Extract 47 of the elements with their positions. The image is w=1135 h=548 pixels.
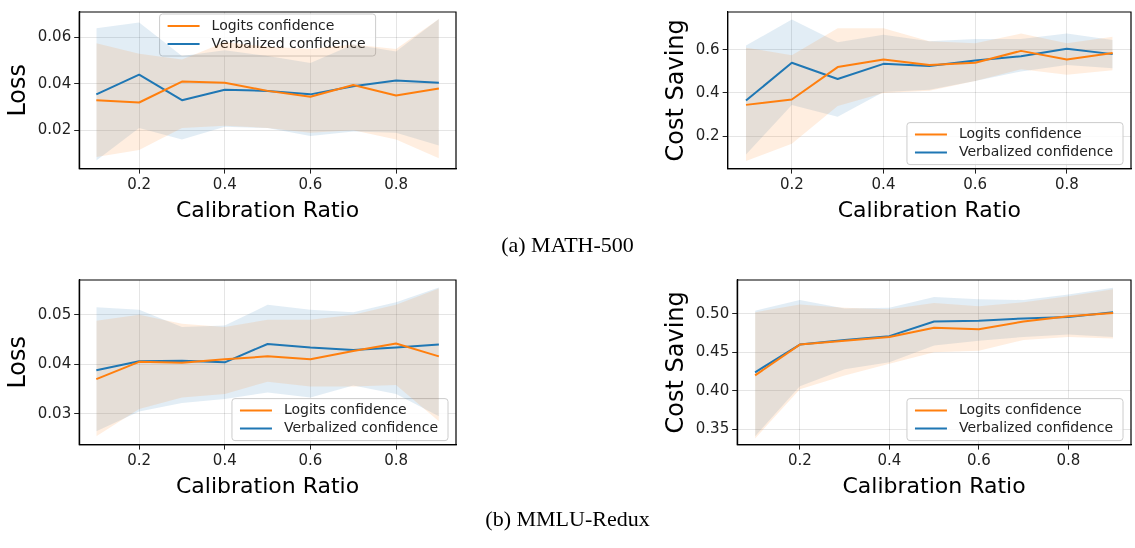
y-tick-label: 0.05	[37, 304, 72, 323]
y-axis-title: Cost Saving	[660, 19, 689, 162]
x-axis-title: Calibration Ratio	[837, 196, 1021, 222]
x-tick-label: 0.6	[963, 175, 988, 194]
y-tick-label: 0.2	[695, 126, 720, 145]
x-tick-label: 0.8	[384, 451, 408, 470]
text: (b) MMLU-Redux	[484, 506, 651, 532]
x-tick-label: 0.2	[787, 451, 812, 470]
x-tick-label: 0.4	[212, 175, 237, 194]
x-tick-label: 0.4	[212, 451, 237, 470]
y-tick-label: 0.45	[695, 342, 730, 361]
x-axis-title: Calibration Ratio	[176, 472, 360, 498]
y-tick-label: 0.40	[695, 380, 730, 399]
legend-label: Logits confidence	[211, 16, 335, 33]
legend-label: Verbalized confidence	[283, 419, 439, 436]
x-tick-label: 0.2	[127, 175, 152, 194]
x-axis-title: Calibration Ratio	[842, 472, 1026, 498]
x-tick-label: 0.2	[127, 451, 152, 470]
y-tick-label: 0.6	[695, 39, 720, 58]
y-tick-label: 0.4	[695, 82, 720, 101]
legend-label: Verbalized confidence	[958, 419, 1114, 436]
y-tick-label: 0.04	[37, 73, 72, 92]
y-tick-label: 0.35	[695, 419, 730, 438]
y-tick-label: 0.06	[37, 27, 72, 46]
x-tick-label: 0.8	[384, 175, 408, 194]
legend-label: Logits confidence	[283, 401, 407, 418]
legend-label: Logits confidence	[958, 125, 1082, 142]
legend-label: Logits confidence	[958, 401, 1082, 418]
legend-label: Verbalized confidence	[958, 143, 1114, 160]
y-tick-label: 0.04	[37, 354, 72, 373]
x-tick-label: 0.6	[298, 175, 323, 194]
x-tick-label: 0.4	[877, 451, 902, 470]
text: (a) MATH-500	[500, 232, 635, 258]
y-tick-label: 0.50	[695, 303, 730, 322]
x-tick-label: 0.6	[966, 451, 991, 470]
x-tick-label: 0.8	[1056, 451, 1081, 470]
y-axis-title: Loss	[2, 335, 31, 389]
x-tick-label: 0.2	[779, 175, 804, 194]
x-tick-label: 0.6	[298, 451, 323, 470]
legend-label: Verbalized confidence	[211, 34, 366, 51]
x-axis-title: Calibration Ratio	[176, 196, 360, 222]
y-tick-label: 0.03	[37, 403, 72, 422]
x-tick-label: 0.4	[871, 175, 896, 194]
y-axis-title: Cost Saving	[660, 291, 689, 434]
x-tick-label: 0.8	[1054, 175, 1079, 194]
y-tick-label: 0.02	[37, 120, 72, 139]
y-axis-title: Loss	[2, 63, 31, 117]
